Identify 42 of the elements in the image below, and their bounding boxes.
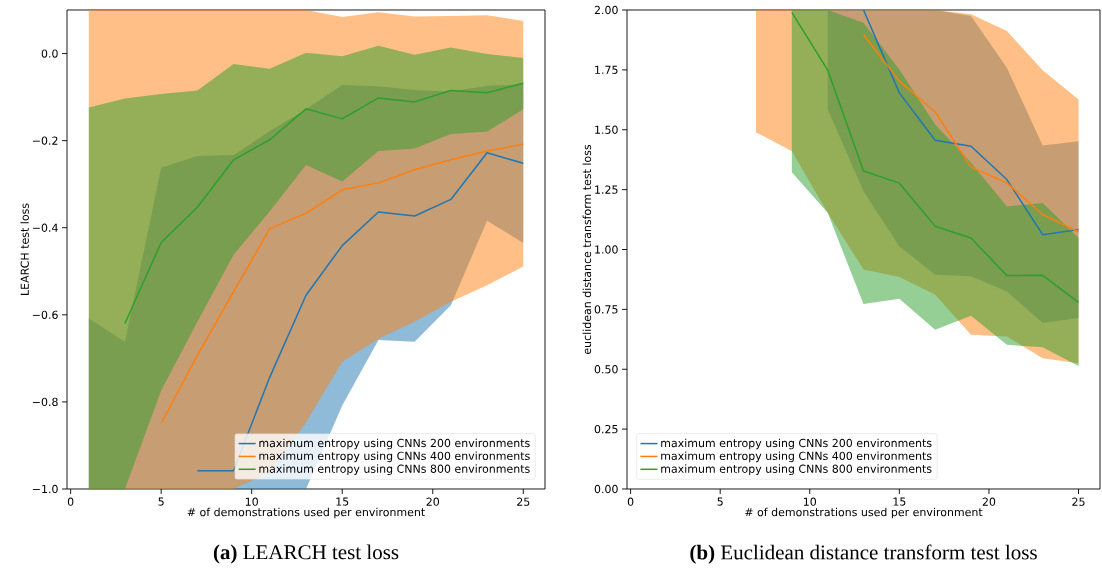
y-tick-label: −1.0 bbox=[32, 484, 58, 494]
x-tick-label: 15 bbox=[893, 497, 906, 506]
x-tick-label: 0 bbox=[627, 497, 634, 506]
y-tick-label: 2.00 bbox=[594, 5, 618, 15]
y-axis-title: LEARCH test loss bbox=[20, 203, 29, 295]
x-tick-label: 15 bbox=[336, 497, 349, 506]
y-tick-label: 1.75 bbox=[595, 65, 618, 74]
x-tick-label: 25 bbox=[517, 497, 530, 506]
text: (b) Euclidean distance transform test loss bbox=[690, 544, 1037, 564]
x-tick-label: 5 bbox=[717, 497, 723, 506]
line-series bbox=[160, 143, 525, 424]
y-axis-title: euclidean distance transform test loss bbox=[582, 144, 592, 355]
y-tick-label: 0.0 bbox=[41, 49, 58, 58]
x-tick-label: 5 bbox=[158, 497, 164, 506]
x-axis-title: # of demonstrations used per environment bbox=[187, 507, 425, 519]
legend-label: maximum entropy using CNNs 200 environments bbox=[259, 438, 530, 450]
line-series bbox=[791, 11, 1080, 304]
y-tick-label: 0.50 bbox=[594, 365, 618, 374]
y-tick-label: 1.25 bbox=[595, 185, 618, 194]
line-series bbox=[124, 82, 525, 325]
x-tick-label: 20 bbox=[426, 497, 440, 506]
text: (a) LEARCH test loss bbox=[213, 544, 399, 564]
x-tick-label: 20 bbox=[982, 497, 996, 506]
x-tick-label: 0 bbox=[67, 497, 74, 506]
legend-label: maximum entropy using CNNs 400 environments bbox=[661, 451, 932, 463]
legend-label: maximum entropy using CNNs 800 environments bbox=[661, 464, 932, 476]
legend-label: maximum entropy using CNNs 400 environments bbox=[259, 451, 530, 463]
y-tick-label: 1.50 bbox=[595, 125, 618, 134]
x-tick-label: 25 bbox=[1072, 497, 1085, 506]
x-axis-title: # of demonstrations used per environment bbox=[745, 507, 983, 519]
y-tick-label: −0.2 bbox=[32, 136, 58, 145]
x-tick-label: 10 bbox=[245, 497, 258, 506]
legend-label: maximum entropy using CNNs 200 environments bbox=[661, 438, 932, 450]
y-tick-label: −0.4 bbox=[32, 223, 58, 232]
y-tick-label: −0.6 bbox=[32, 310, 58, 319]
y-tick-label: 0.25 bbox=[594, 424, 618, 434]
y-tick-label: 0.75 bbox=[594, 305, 618, 314]
y-tick-label: −0.8 bbox=[32, 397, 58, 407]
x-tick-label: 10 bbox=[803, 497, 817, 506]
y-tick-label: 1.00 bbox=[595, 245, 618, 254]
legend-label: maximum entropy using CNNs 800 environments bbox=[259, 464, 530, 476]
y-tick-label: 0.00 bbox=[594, 484, 618, 494]
